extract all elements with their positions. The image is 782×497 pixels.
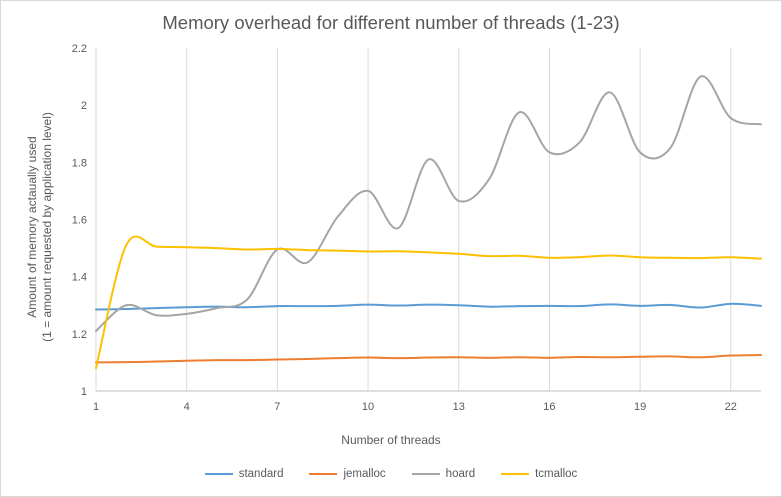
y-tick-label: 1.4 xyxy=(72,272,87,284)
series-lines xyxy=(95,75,762,370)
chart-title: Memory overhead for different number of … xyxy=(162,12,620,33)
series-line-standard xyxy=(95,302,762,311)
y-tick-label: 1 xyxy=(81,386,87,398)
x-tick-labels: 1 4 7 10 13 16 19 22 xyxy=(93,401,737,413)
legend-item-hoard: hoard xyxy=(411,468,476,480)
series-line-tcmalloc xyxy=(95,235,762,370)
y-tick-label: 1.2 xyxy=(72,329,87,341)
y-tick-label: 1.6 xyxy=(72,215,87,227)
legend-item-standard: standard xyxy=(204,468,284,480)
gridlines xyxy=(95,48,732,391)
legend-swatch xyxy=(309,473,338,475)
x-tick-label: 16 xyxy=(543,401,555,413)
legend-label: jemalloc xyxy=(343,468,386,480)
y-axis-label-line-1: Amount of memory actaually used xyxy=(25,136,39,318)
y-tick-label: 2.2 xyxy=(72,43,87,55)
legend-label: standard xyxy=(238,468,284,480)
x-axis-label: Number of threads xyxy=(341,433,441,447)
legend-label: tcmalloc xyxy=(535,468,578,480)
legend-label: hoard xyxy=(445,468,476,480)
legend-swatch xyxy=(411,473,440,475)
legend-item-jemalloc: jemalloc xyxy=(309,468,386,480)
y-axis-label-line-2: (1 = amount requested by application lev… xyxy=(40,112,54,342)
x-tick-label: 10 xyxy=(362,401,374,413)
x-tick-label: 1 xyxy=(93,401,99,413)
legend-item-tcmalloc: tcmalloc xyxy=(501,468,577,480)
x-tick-label: 7 xyxy=(274,401,280,413)
x-tick-label: 19 xyxy=(634,401,646,413)
y-axis-label: Amount of memory actaually used (1 = amo… xyxy=(25,77,55,377)
y-tick-labels: 1 1.2 1.4 1.6 1.8 2 2.2 xyxy=(72,43,87,398)
legend-swatch xyxy=(501,473,530,475)
legend: standard jemalloc hoard tcmalloc xyxy=(0,468,782,480)
x-tick-label: 22 xyxy=(725,401,737,413)
x-tick-label: 13 xyxy=(453,401,465,413)
x-tick-label: 4 xyxy=(184,401,190,413)
series-line-jemalloc xyxy=(95,353,762,364)
series-line-hoard xyxy=(95,75,762,332)
legend-swatch xyxy=(204,473,233,475)
y-tick-label: 2 xyxy=(81,100,87,112)
y-tick-label: 1.8 xyxy=(72,157,87,169)
